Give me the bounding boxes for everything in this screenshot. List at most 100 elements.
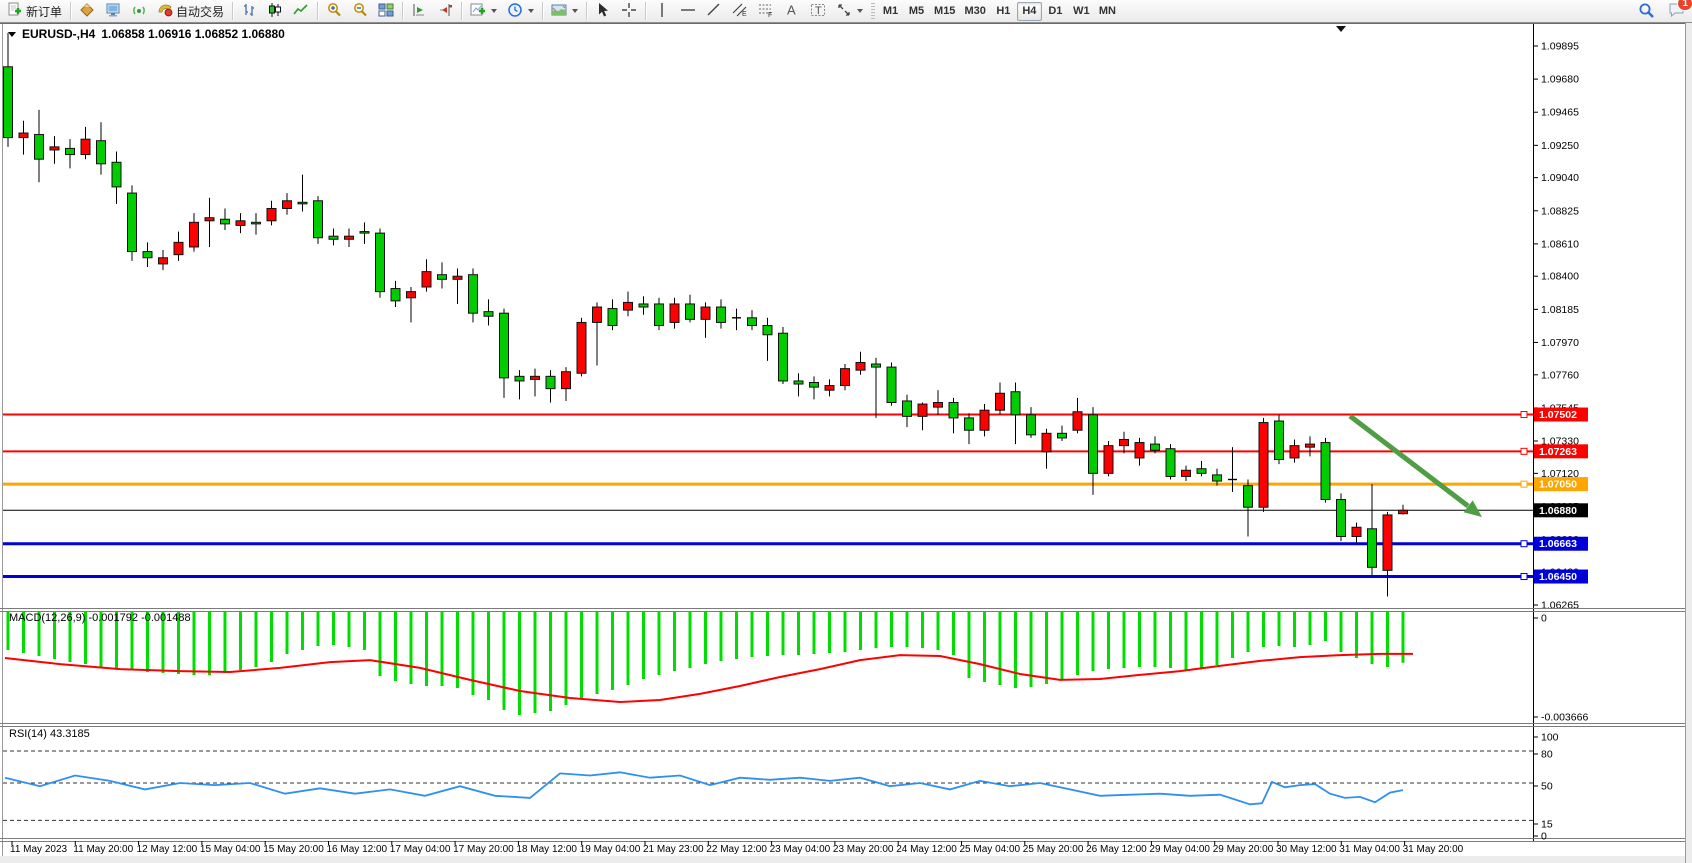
line-handle[interactable] [1520, 411, 1528, 419]
auto-trading-button[interactable]: 自动交易 [152, 1, 229, 21]
timeframe-m1-button[interactable]: M1 [878, 2, 903, 21]
date-label: 11 May 2023 [10, 844, 68, 855]
toolbar-separator [317, 2, 319, 20]
macd-histogram-bar [1076, 611, 1079, 676]
price-badge-label: 1.07502 [1539, 409, 1577, 421]
macd-histogram-bar [99, 611, 103, 668]
macd-histogram-bar [115, 611, 118, 670]
vline-tool-button[interactable] [649, 1, 675, 21]
price-badge-label: 1.07050 [1539, 479, 1577, 491]
macd-histogram-bar [580, 611, 583, 699]
macd-histogram-bar [223, 611, 227, 673]
candle-body [716, 306, 726, 323]
window-right-edge [1685, 23, 1692, 863]
candle-body [359, 231, 370, 234]
candle-body [1305, 443, 1315, 448]
text-tool-icon: A [784, 2, 800, 21]
crosshair-tool-button[interactable] [616, 1, 642, 21]
trend-arrow-line[interactable] [1348, 414, 1470, 508]
candle-body [251, 221, 261, 225]
new-order-label: 新订单 [26, 4, 63, 19]
candle-body [995, 392, 1005, 411]
macd-histogram-bar [409, 611, 413, 684]
text-tool-button[interactable]: A [779, 1, 805, 21]
new-order-icon [7, 2, 23, 21]
timeframe-m30-button[interactable]: M30 [960, 2, 989, 21]
macd-histogram-bar [859, 611, 862, 650]
templates-button[interactable] [546, 1, 583, 21]
macd-histogram-bar [471, 611, 475, 696]
candle-body [654, 303, 664, 327]
candle-body [964, 417, 974, 431]
macd-histogram-bar [688, 611, 692, 668]
candle-body [762, 325, 773, 336]
macd-histogram-bar [1169, 611, 1172, 668]
zoom-out-button[interactable] [347, 1, 373, 21]
cursor-tool-button[interactable] [590, 1, 616, 21]
macd-histogram-bar [983, 611, 986, 683]
price-tick-label: 1.09680 [1541, 74, 1579, 86]
line-handle[interactable] [1520, 540, 1528, 548]
price-badge [1534, 477, 1588, 492]
macd-histogram-bar [704, 611, 707, 664]
macd-histogram-bar [254, 611, 258, 667]
terminal-button[interactable] [100, 1, 126, 21]
search-button[interactable] [1633, 2, 1660, 22]
zoom-in-button[interactable] [321, 1, 347, 21]
tile-windows-button[interactable] [373, 1, 399, 21]
line-chart-mode-button[interactable] [288, 1, 314, 21]
notifications-button[interactable]: 1 [1668, 0, 1692, 23]
date-label: 12 May 12:00 [137, 844, 198, 855]
chart-shift-marker[interactable] [1336, 26, 1346, 32]
timeframe-w1-button[interactable]: W1 [1069, 2, 1094, 21]
line-handle[interactable] [1520, 480, 1528, 488]
market-watch-button[interactable] [74, 1, 100, 21]
signals-button[interactable] [126, 1, 152, 21]
date-label: 30 May 12:00 [1276, 844, 1337, 855]
timeframe-h4-button[interactable]: H4 [1016, 1, 1042, 21]
macd-histogram-bar [1293, 611, 1296, 647]
label-tool-button[interactable]: T [805, 1, 831, 21]
candle-body [390, 288, 401, 302]
macd-histogram-bar [378, 611, 382, 677]
timeframe-m5-button[interactable]: M5 [904, 2, 929, 21]
macd-histogram-bar [595, 611, 599, 694]
date-label: 15 May 20:00 [263, 844, 324, 855]
periods-button[interactable] [502, 1, 539, 21]
candlestick-mode-button[interactable] [262, 1, 288, 21]
date-label: 25 May 20:00 [1023, 844, 1084, 855]
arrows-tool-button[interactable] [831, 1, 868, 21]
svg-text:T: T [815, 5, 822, 17]
macd-histogram-bar [1045, 611, 1048, 684]
line-handle[interactable] [1520, 447, 1528, 455]
price-tick-label: 1.08185 [1541, 304, 1579, 316]
date-label: 17 May 20:00 [453, 844, 514, 855]
candle-body [313, 200, 323, 239]
candle-body [1196, 468, 1207, 474]
date-label: 22 May 12:00 [706, 844, 767, 855]
macd-histogram-bar [6, 611, 10, 650]
hline-tool-button[interactable] [675, 1, 701, 21]
auto-scroll-button[interactable] [432, 1, 458, 21]
timeframe-mn-button[interactable]: MN [1095, 2, 1120, 21]
macd-histogram-bar [1386, 611, 1389, 667]
date-label: 24 May 12:00 [896, 844, 957, 855]
macd-histogram-bar [812, 611, 816, 654]
trendline-tool-button[interactable] [701, 1, 727, 21]
line-handle[interactable] [1520, 573, 1528, 581]
macd-histogram-bar [192, 611, 196, 676]
trend-arrow-head[interactable] [1463, 500, 1482, 517]
periods-dropdown-caret [528, 9, 535, 13]
timeframe-m15-button[interactable]: M15 [930, 2, 959, 21]
channel-tool-button[interactable]: E [727, 1, 753, 21]
rsi-axis-label: 100 [1541, 732, 1559, 744]
candle-body [375, 232, 385, 293]
bar-chart-mode-button[interactable] [236, 1, 262, 21]
timeframe-h1-button[interactable]: H1 [991, 2, 1016, 21]
chart-shift-button[interactable] [406, 1, 432, 21]
fibonacci-tool-button[interactable]: F [753, 1, 779, 21]
indicators-button[interactable] [465, 1, 502, 21]
timeframe-d1-button[interactable]: D1 [1043, 2, 1068, 21]
new-order-button[interactable]: 新订单 [2, 1, 67, 21]
